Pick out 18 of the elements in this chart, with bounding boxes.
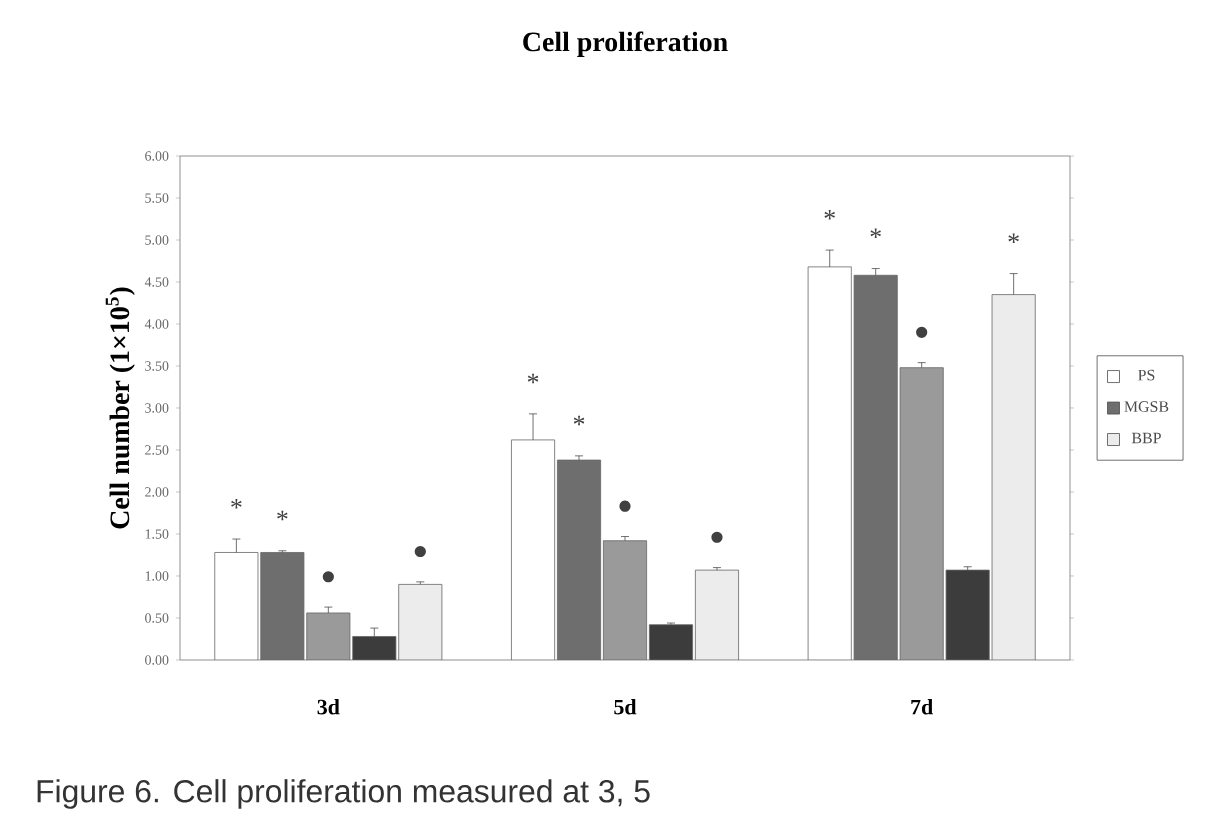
data-label: * xyxy=(870,228,881,239)
caption: Figure 6. Cell proliferation measured at 3, 5 xyxy=(37,779,650,809)
data-label: ● xyxy=(414,545,426,558)
x-tick-label: 7d xyxy=(911,699,933,715)
data-label: ● xyxy=(916,326,928,338)
x-tick-label: 5d xyxy=(614,699,637,715)
data-label: ● xyxy=(322,571,334,583)
data-label: ● xyxy=(711,531,723,543)
x-tick-label: 3d xyxy=(317,699,340,715)
chart-title: Cell proliferation xyxy=(523,31,728,57)
data-label: * xyxy=(527,373,539,384)
data-label: * xyxy=(824,210,835,220)
data-label: ● xyxy=(619,500,631,512)
data-label: * xyxy=(1008,233,1019,244)
data-label: * xyxy=(231,499,242,509)
data-label: * xyxy=(573,415,585,426)
data-label: * xyxy=(277,510,288,521)
y-axis-title: Cell number (1×10$^{5}$) xyxy=(105,287,135,529)
